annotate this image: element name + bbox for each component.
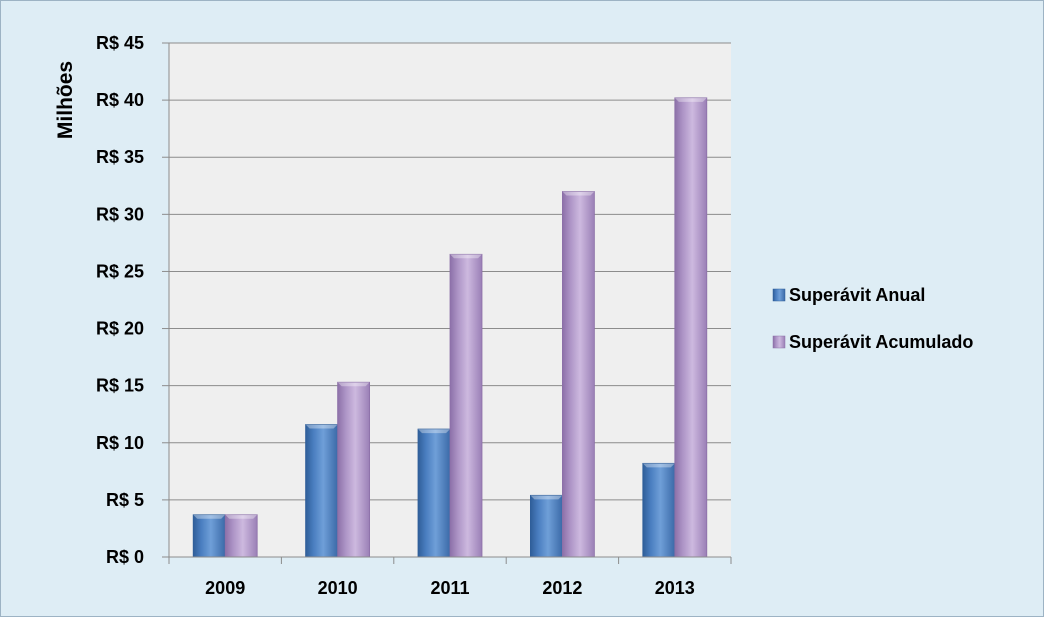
bar-superavit-anual [417,428,451,558]
bar-superavit-anual-bevel [530,495,563,500]
y-tick-label: R$ 15 [96,376,144,396]
bar-superavit-acumulado-bevel [562,191,595,196]
bar-superavit-anual [530,494,563,558]
bar-superavit-anual [305,424,339,558]
y-tick-label: R$ 10 [96,433,144,453]
legend-swatch-superavit-anual [772,288,786,302]
bar-superavit-anual [642,462,676,558]
tick-labels: R$ 0 R$ 5 R$ 10 R$ 15 R$ 20 R$ 25 R$ 30 R$ 35 R$… [96,33,695,598]
bar-superavit-anual-bevel [642,463,675,468]
legend: Superávit Anual Superávit Acumulado [772,285,973,352]
x-tick-label: 2010 [318,578,358,598]
bar-superavit-acumulado-bevel [674,97,707,102]
bar-superavit-acumulado [337,381,371,558]
y-tick-label: R$ 45 [96,33,144,53]
y-tick-label: R$ 5 [106,490,144,510]
bar-superavit-acumulado-bevel [450,254,482,259]
x-tick-label: 2012 [542,578,582,598]
axes [162,42,732,564]
bar-superavit-acumulado [562,191,595,558]
bar-superavit-anual-bevel [418,429,450,434]
legend-label-superavit-anual: Superávit Anual [789,285,925,305]
bar-superavit-anual-bevel [305,424,338,429]
legend-label-superavit-acumulado: Superávit Acumulado [789,332,973,352]
x-tick-label: 2009 [205,578,245,598]
y-tick-label: R$ 30 [96,204,144,224]
legend-swatch-superavit-acumulado [772,335,786,349]
x-tick-label: 2013 [655,578,695,598]
y-tick-label: R$ 0 [106,547,144,567]
y-axis-label: Milhões [54,61,77,139]
bar-superavit-acumulado-bevel [337,382,370,387]
bar-superavit-acumulado [224,514,258,558]
bar-superavit-anual [192,514,226,558]
y-tick-label: R$ 25 [96,261,144,281]
y-tick-label: R$ 20 [96,319,144,339]
bar-superavit-acumulado [449,253,483,558]
bar-superavit-anual-bevel [193,514,226,519]
x-tick-label: 2011 [430,578,469,598]
bar-superavit-acumulado-bevel [225,514,258,519]
bar-superavit-acumulado [674,97,708,558]
y-tick-label: R$ 40 [96,90,144,110]
y-tick-label: R$ 35 [96,147,144,167]
